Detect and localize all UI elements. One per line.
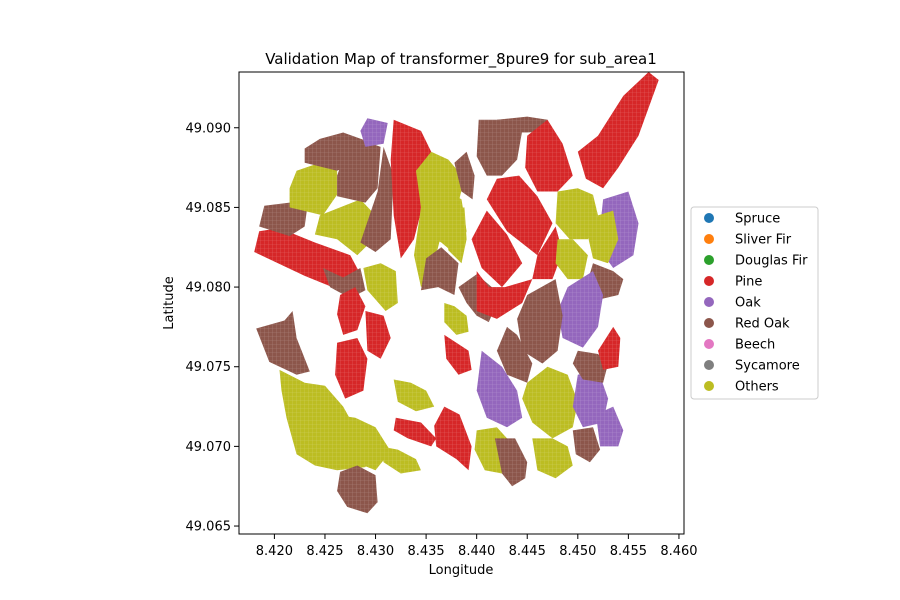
stand-cell-texture — [486, 175, 553, 256]
legend-marker-sliver-fir — [704, 234, 714, 244]
x-axis-title: Longitude — [429, 563, 494, 578]
stand-cell-texture — [577, 72, 659, 189]
stand-cell-texture — [444, 303, 469, 335]
legend-label: Oak — [735, 296, 761, 311]
stand-cell-texture — [555, 239, 588, 280]
legend-marker-beech — [704, 339, 714, 349]
stand-cell-texture — [421, 247, 459, 295]
legend-marker-red-oak — [704, 318, 714, 328]
y-tick-label: 49.080 — [186, 281, 232, 296]
y-tick-label: 49.070 — [186, 440, 232, 455]
stand-cell-texture — [522, 366, 578, 439]
legend: Spruce Sliver Fir Douglas Fir Pine Oak Red Oa… — [690, 206, 819, 400]
x-tick-label: 8.425 — [306, 544, 343, 559]
stand-cell-texture — [314, 199, 376, 256]
x-tick-label: 8.430 — [357, 544, 394, 559]
legend-marker-others — [704, 381, 714, 391]
legend-label: Others — [735, 380, 779, 395]
x-tick-label: 8.440 — [458, 544, 495, 559]
stand-cell-texture — [335, 338, 368, 399]
stand-cell-texture — [587, 210, 619, 264]
x-tick-label: 8.420 — [256, 544, 293, 559]
stand-cell-texture — [393, 379, 435, 412]
y-tick-label: 49.085 — [186, 201, 232, 216]
stand-cell-texture — [259, 202, 307, 237]
x-tick-label: 8.445 — [509, 544, 546, 559]
y-axis: 49.065 49.070 49.075 49.080 49.085 49.090 — [186, 121, 239, 535]
stand-cell-texture — [337, 287, 366, 335]
stand-cell-texture — [363, 263, 398, 311]
stand-cell-texture — [390, 119, 432, 259]
legend-label: Beech — [735, 338, 775, 353]
stand-cell-texture — [360, 146, 394, 252]
y-tick-label: 49.075 — [186, 360, 232, 375]
stand-cell-texture — [476, 350, 523, 428]
stand-cell-texture — [454, 151, 475, 200]
stand-cell-texture — [476, 271, 533, 319]
stand-cell-texture — [471, 210, 523, 288]
stand-cell-texture — [289, 162, 338, 216]
x-axis: 8.420 8.425 8.430 8.435 8.440 8.445 8.450 8.455… — [256, 534, 698, 559]
stand-cell-texture — [434, 406, 472, 471]
stand-cell-texture — [572, 369, 609, 428]
stand-cell-texture — [365, 311, 391, 359]
legend-marker-pine — [704, 276, 714, 286]
legend-frame — [690, 206, 819, 400]
stand-cell-texture — [532, 438, 573, 479]
stand-cell-texture — [444, 207, 467, 264]
stand-cell-texture — [557, 271, 604, 348]
legend-marker-sycamore — [704, 360, 714, 370]
legend-marker-douglas-fir — [704, 255, 714, 265]
y-tick-label: 49.090 — [186, 121, 232, 136]
x-tick-label: 8.450 — [559, 544, 596, 559]
y-axis-title: Latitude — [162, 276, 177, 330]
stand-cell-texture — [525, 119, 573, 192]
axes-frame — [238, 71, 685, 535]
x-tick-label: 8.460 — [660, 544, 697, 559]
stand-cell-texture — [517, 279, 563, 364]
stand-cell-texture — [393, 417, 437, 447]
legend-label: Red Oak — [735, 317, 790, 332]
x-tick-label: 8.435 — [407, 544, 444, 559]
stand-cell-texture — [444, 334, 472, 375]
stand-cell-texture — [476, 119, 523, 176]
stand-cell-texture — [360, 118, 388, 147]
legend-label: Sycamore — [735, 359, 800, 374]
legend-label: Sliver Fir — [735, 233, 792, 248]
x-tick-label: 8.455 — [610, 544, 647, 559]
stand-cell-texture — [333, 414, 391, 471]
legend-label: Douglas Fir — [735, 254, 808, 269]
legend-marker-oak — [704, 297, 714, 307]
stand-cell-texture — [572, 350, 609, 383]
stand-cell-texture — [532, 226, 563, 280]
stand-cell-texture — [256, 311, 310, 375]
stand-cell-texture — [598, 326, 621, 370]
legend-marker-spruce — [704, 213, 714, 223]
stand-cell-texture — [380, 446, 421, 474]
stand-cell-texture — [496, 326, 533, 383]
stand-cell-texture — [555, 188, 598, 240]
stand-cell-texture — [572, 427, 601, 463]
stand-cell-texture — [337, 465, 378, 514]
y-tick-label: 49.065 — [186, 520, 232, 535]
stand-cell-texture — [494, 438, 528, 487]
legend-label: Pine — [735, 275, 762, 290]
stand-cell-texture — [337, 140, 381, 203]
stand-cell-texture — [596, 406, 624, 447]
chart-title: Validation Map of transformer_8pure9 for… — [265, 50, 657, 69]
plot-area — [254, 72, 659, 514]
legend-label: Spruce — [735, 212, 780, 227]
